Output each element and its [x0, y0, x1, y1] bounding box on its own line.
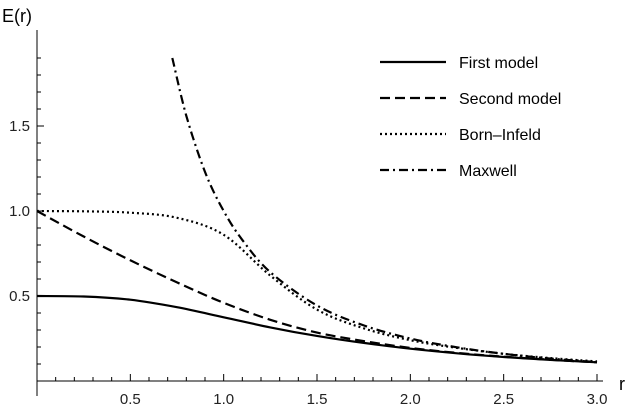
x-tick-label: 2.0 [400, 391, 421, 408]
series-line-first-model [36, 294, 598, 364]
y-tick-label: 0.5 [9, 288, 30, 305]
plot-curves [36, 57, 598, 364]
y-axis-label: E(r) [2, 6, 32, 26]
legend: First model Second model Born–Infeld Maxwel… [380, 55, 561, 180]
x-tick-label: 1.0 [213, 391, 234, 408]
ticks: 0.5 1.0 1.5 2.0 2.5 3.0 0.5 1.0 1.5 [9, 57, 608, 408]
x-axis-label: r [619, 374, 625, 394]
y-tick-label: 1.0 [9, 203, 30, 220]
legend-label-born-infeld: Born–Infeld [459, 127, 541, 144]
legend-label-maxwell: Maxwell [459, 163, 517, 180]
legend-label-first-model: First model [459, 55, 538, 72]
x-tick-label: 2.5 [493, 391, 514, 408]
y-tick-label: 1.5 [9, 118, 30, 135]
series-line-born-infeld [36, 209, 598, 363]
series-line-maxwell [171, 57, 598, 364]
x-tick-label: 3.0 [587, 391, 608, 408]
axes [36, 30, 603, 396]
legend-label-second-model: Second model [459, 91, 561, 108]
x-tick-label: 0.5 [120, 391, 141, 408]
series-line-second-model [36, 210, 598, 364]
x-tick-label: 1.5 [307, 391, 328, 408]
